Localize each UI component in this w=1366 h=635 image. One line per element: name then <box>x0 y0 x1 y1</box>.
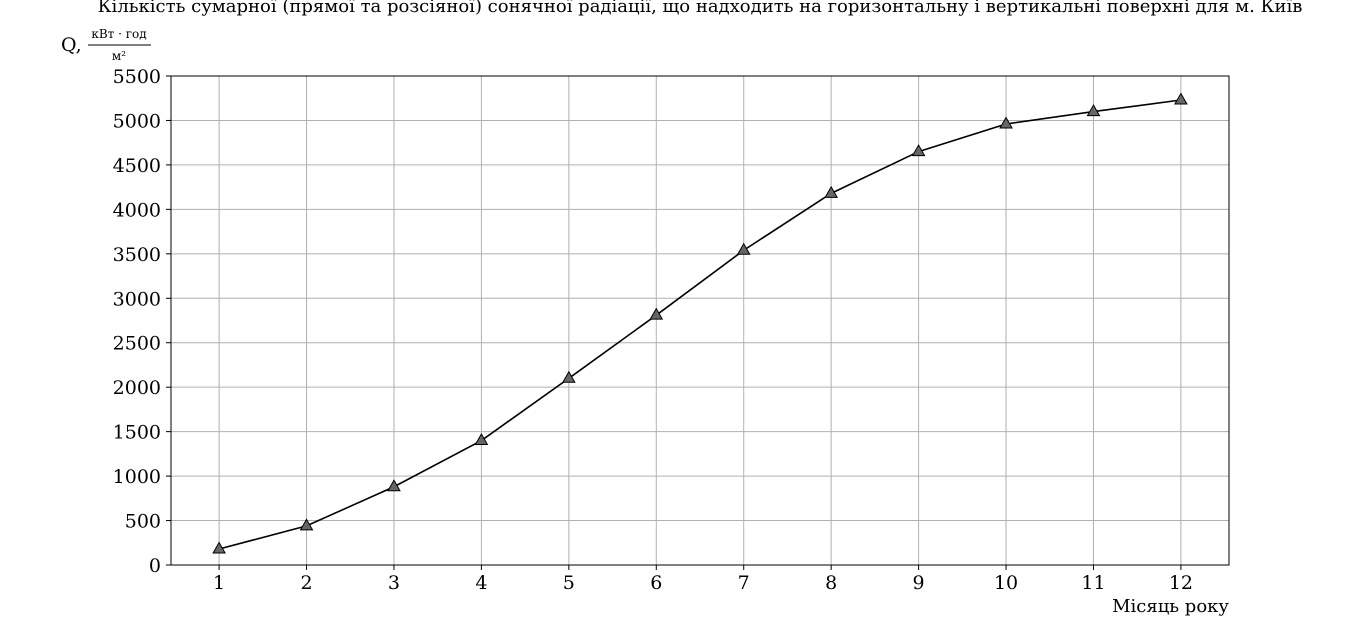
data-point-marker <box>212 541 226 554</box>
y-tick-label: 1000 <box>113 466 161 488</box>
y-tick-label: 3500 <box>113 244 161 266</box>
y-tick-label: 500 <box>125 511 161 533</box>
data-point-marker <box>999 116 1013 129</box>
data-point-marker <box>474 433 489 446</box>
data-point-marker <box>387 479 401 492</box>
y-axis-symbol: Q, <box>61 34 82 56</box>
chart-title: Кількість сумарної (прямої та розсіяної)… <box>98 0 1303 17</box>
data-point-marker <box>911 144 926 157</box>
data-point-marker <box>1174 92 1188 105</box>
data-point-marker <box>299 518 314 531</box>
y-tick-label: 4000 <box>113 199 161 221</box>
x-tick-label: 7 <box>738 572 750 594</box>
y-tick-label: 5000 <box>113 110 161 132</box>
data-point-marker <box>736 242 751 255</box>
x-tick-label: 5 <box>563 572 575 594</box>
data-point-marker <box>649 307 664 320</box>
y-axis-unit-numerator: кВт · год <box>91 27 146 41</box>
y-tick-label: 4500 <box>113 155 161 177</box>
y-tick-label: 3000 <box>113 288 161 310</box>
data-point-marker <box>824 185 839 198</box>
x-tick-label: 11 <box>1081 572 1105 594</box>
x-tick-label: 9 <box>913 572 925 594</box>
y-tick-label: 0 <box>149 555 161 577</box>
x-tick-label: 12 <box>1169 572 1193 594</box>
x-tick-label: 1 <box>213 572 225 594</box>
x-tick-label: 10 <box>994 572 1018 594</box>
y-tick-label: 1500 <box>113 422 161 444</box>
x-tick-label: 8 <box>825 572 837 594</box>
data-point-marker <box>1086 104 1101 117</box>
series <box>212 92 1188 554</box>
y-tick-label: 2000 <box>113 377 161 399</box>
series-line <box>218 99 1182 550</box>
grid <box>171 75 1229 566</box>
ticks: 0 500 1000 1500 2000 2500 3000 3500 4000 4500 5000… <box>113 66 1193 594</box>
y-axis-label: Q, кВт · год м² <box>61 27 151 63</box>
x-axis-label: Місяць року <box>1112 596 1229 617</box>
plot-frame <box>170 75 1230 566</box>
data-point-marker <box>561 370 576 383</box>
x-tick-label: 3 <box>388 572 400 594</box>
x-tick-label: 2 <box>300 572 312 594</box>
y-tick-label: 5500 <box>113 66 161 88</box>
x-tick-label: 4 <box>475 572 487 594</box>
x-tick-label: 6 <box>650 572 662 594</box>
y-axis-unit-denominator: м² <box>112 49 126 63</box>
y-tick-label: 2500 <box>113 333 161 355</box>
